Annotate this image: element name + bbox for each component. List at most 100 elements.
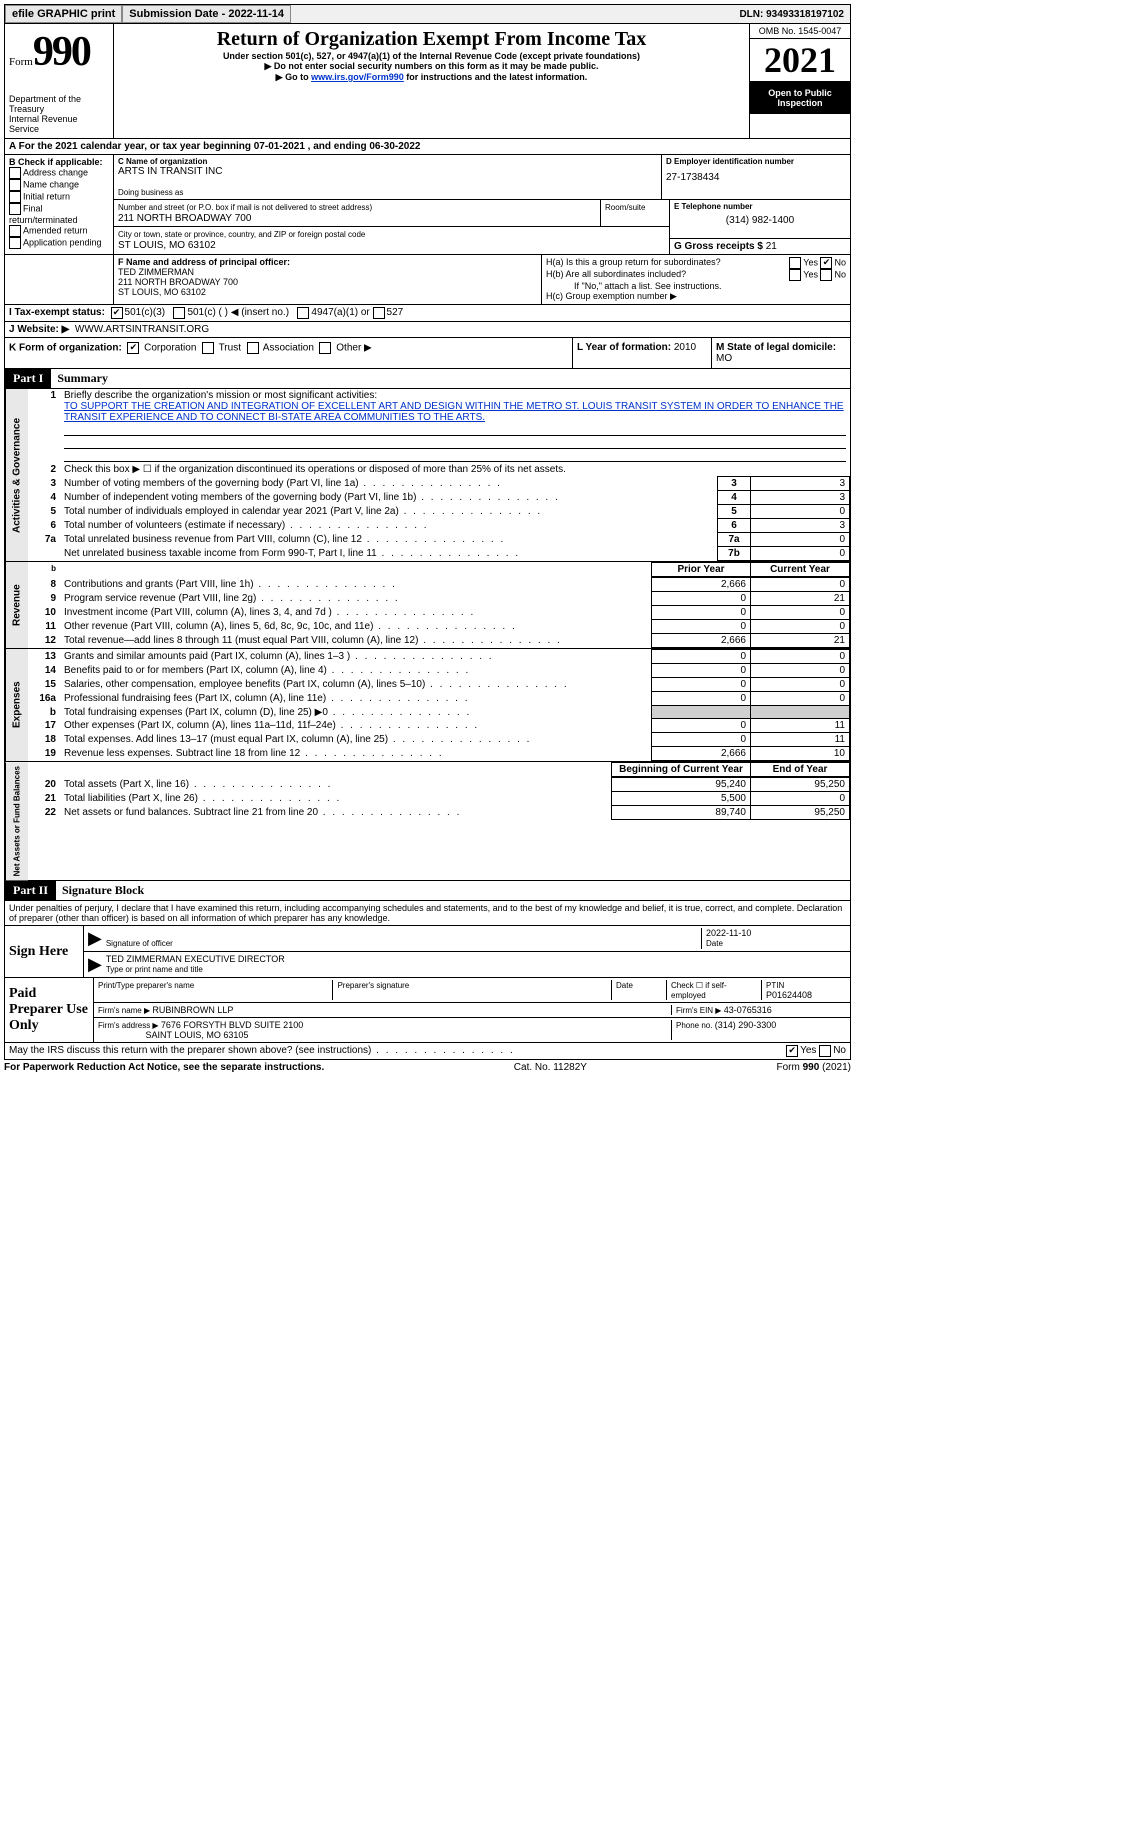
a-end: 06-30-2022 (369, 141, 420, 152)
cb-initial[interactable] (9, 191, 21, 203)
efile-print-button[interactable]: efile GRAPHIC print (5, 5, 122, 23)
opt-initial: Initial return (23, 191, 70, 201)
discuss-row: May the IRS discuss this return with the… (4, 1043, 851, 1060)
ha-no[interactable] (820, 257, 832, 269)
cb-501c3[interactable] (111, 307, 123, 319)
irs-link[interactable]: www.irs.gov/Form990 (311, 72, 404, 82)
city-label: City or town, state or province, country… (118, 230, 365, 239)
table-row: 17Other expenses (Part IX, column (A), l… (28, 719, 850, 733)
subtitle-2: ▶ Do not enter social security numbers o… (118, 61, 745, 72)
cb-corp[interactable] (127, 342, 139, 354)
paid-preparer-block: Paid Preparer Use Only Print/Type prepar… (4, 978, 851, 1043)
table-row: 9Program service revenue (Part VIII, lin… (28, 592, 850, 606)
i-o2: 501(c) ( ) ◀ (insert no.) (187, 307, 289, 319)
topbar: efile GRAPHIC print Submission Date - 20… (4, 4, 851, 24)
cb-address-change[interactable] (9, 167, 21, 179)
phone-value: (314) 982-1400 (674, 215, 846, 226)
hb-no[interactable] (820, 269, 832, 281)
tab-expenses: Expenses (5, 649, 28, 761)
hb-yes[interactable] (789, 269, 801, 281)
part2-header: Part II Signature Block (4, 881, 851, 901)
org-name: ARTS IN TRANSIT INC (118, 166, 657, 177)
firm-ein: 43-0765316 (724, 1005, 772, 1015)
subtitle-1: Under section 501(c), 527, or 4947(a)(1)… (118, 51, 745, 61)
b-label: B Check if applicable: (9, 157, 103, 167)
part2-label: Part II (5, 881, 56, 900)
a-mid: , and ending (308, 141, 370, 152)
check-self: Check ☐ if self-employed (671, 981, 727, 1000)
addr-label: Number and street (or P.O. box if mail i… (118, 203, 372, 212)
sign-here-label: Sign Here (5, 926, 83, 977)
line1-label: Briefly describe the organization's miss… (64, 390, 377, 401)
officer-addr1: 211 NORTH BROADWAY 700 (118, 277, 238, 287)
table-row: 12Total revenue—add lines 8 through 11 (… (28, 634, 850, 648)
org-info-block: B Check if applicable: Address change Na… (4, 155, 851, 255)
sub3-pre: ▶ Go to (276, 72, 311, 82)
table-row: 5Total number of individuals employed in… (28, 505, 850, 519)
g-receipts-label: G Gross receipts $ (674, 241, 766, 252)
k-other: Other ▶ (336, 343, 371, 354)
firm-addr2: SAINT LOUIS, MO 63105 (146, 1030, 249, 1040)
cb-4947[interactable] (297, 307, 309, 319)
opt-pending: Application pending (23, 237, 102, 247)
opt-amended: Amended return (23, 225, 88, 235)
k-corp: Corporation (144, 343, 196, 354)
officer-name-title: TED ZIMMERMAN EXECUTIVE DIRECTOR (106, 954, 285, 964)
firm-name: RUBINBROWN LLP (152, 1005, 233, 1015)
form-word: Form (9, 56, 33, 68)
expenses-section: Expenses 13Grants and similar amounts pa… (4, 649, 851, 762)
cb-amended[interactable] (9, 225, 21, 237)
officer-group-block: F Name and address of principal officer:… (4, 255, 851, 305)
form-990-num: 990 (33, 29, 90, 75)
state-domicile: MO (716, 353, 732, 364)
room-label: Room/suite (605, 203, 645, 212)
submission-value: 2022-11-14 (228, 8, 284, 20)
sig-officer-label: Signature of officer (106, 939, 173, 948)
cb-trust[interactable] (202, 342, 214, 354)
table-row: bTotal fundraising expenses (Part IX, co… (28, 706, 850, 719)
gross-receipts: 21 (766, 241, 777, 252)
officer-name: TED ZIMMERMAN (118, 267, 194, 277)
subtitle-3: ▶ Go to www.irs.gov/Form990 for instruct… (118, 72, 745, 83)
j-label: J Website: ▶ (9, 324, 69, 335)
i-o3: 4947(a)(1) or (311, 307, 369, 319)
table-row: 15Salaries, other compensation, employee… (28, 678, 850, 692)
officer-addr2: ST LOUIS, MO 63102 (118, 287, 206, 297)
discuss-no[interactable] (819, 1045, 831, 1057)
submission-date: Submission Date - 2022-11-14 (122, 5, 291, 23)
cb-501c[interactable] (173, 307, 185, 319)
activities-governance: Activities & Governance 1 Briefly descri… (4, 389, 851, 562)
open-inspection: Open to Public Inspection (750, 82, 850, 114)
sub3-post: for instructions and the latest informat… (404, 72, 588, 82)
k-trust: Trust (219, 343, 241, 354)
dept-treasury: Department of the Treasury Internal Reve… (9, 94, 109, 134)
current-year-hdr: Current Year (751, 563, 850, 577)
revenue-section: Revenue b Prior Year Current Year 8Contr… (4, 562, 851, 649)
cb-other[interactable] (319, 342, 331, 354)
table-row: 18Total expenses. Add lines 13–17 (must … (28, 733, 850, 747)
hc-label: H(c) Group exemption number ▶ (546, 291, 846, 302)
i-o4: 527 (387, 307, 404, 319)
table-row: 14Benefits paid to or for members (Part … (28, 664, 850, 678)
table-row: 8Contributions and grants (Part VIII, li… (28, 578, 850, 592)
table-row: 7aTotal unrelated business revenue from … (28, 533, 850, 547)
cb-assoc[interactable] (247, 342, 259, 354)
cb-pending[interactable] (9, 237, 21, 249)
table-row: 19Revenue less expenses. Subtract line 1… (28, 747, 850, 761)
cb-name-change[interactable] (9, 179, 21, 191)
table-row: 13Grants and similar amounts paid (Part … (28, 650, 850, 664)
section-i-status: I Tax-exempt status: 501(c)(3) 501(c) ( … (4, 305, 851, 322)
sig-date-value: 2022-11-10 (706, 928, 751, 938)
cb-final[interactable] (9, 203, 21, 215)
ha-yes[interactable] (789, 257, 801, 269)
tab-net-assets: Net Assets or Fund Balances (5, 762, 28, 880)
prep-date-label: Date (616, 981, 633, 990)
mission-text: TO SUPPORT THE CREATION AND INTEGRATION … (64, 401, 846, 423)
f-label: F Name and address of principal officer: (118, 257, 290, 267)
footer-right: Form 990 (2021) (777, 1062, 852, 1073)
part1-label: Part I (5, 369, 51, 388)
cb-527[interactable] (373, 307, 385, 319)
form-number: Form990 (9, 28, 109, 76)
discuss-yes[interactable] (786, 1045, 798, 1057)
form-title: Return of Organization Exempt From Incom… (118, 28, 745, 51)
